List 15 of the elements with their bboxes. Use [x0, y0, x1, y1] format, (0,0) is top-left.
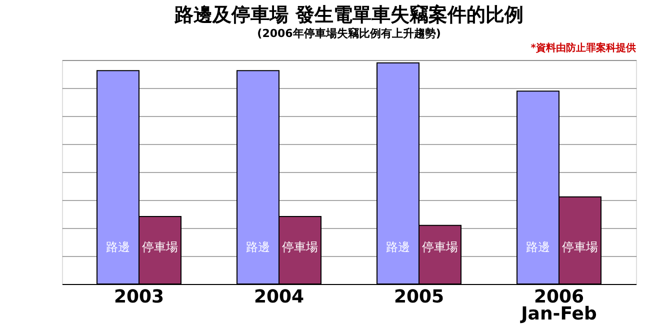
text: 停車場 [422, 240, 458, 254]
text: 停車場 [282, 240, 318, 254]
chart-title: 路邊及停車場 發生電單車失竊案件的比例 [174, 4, 524, 26]
x-tick-label: 2005 [394, 286, 444, 308]
series-label: 停車場 [142, 240, 178, 254]
text: 路邊 [386, 240, 410, 254]
chart-subtitle: (2006年停車場失竊比例有上升趨勢) [257, 27, 441, 40]
text: 路邊 [246, 240, 270, 254]
x-tick-label: 2004 [254, 286, 304, 308]
x-tick-label: 2003 [114, 286, 164, 308]
text: *資料由防止罪案科提供 [530, 42, 636, 54]
series-label: 路邊 [106, 240, 130, 254]
text: 路邊 [526, 240, 550, 254]
text: 停車場 [562, 240, 598, 254]
x-tick-label: 2006 Jan-Feb [519, 286, 598, 324]
